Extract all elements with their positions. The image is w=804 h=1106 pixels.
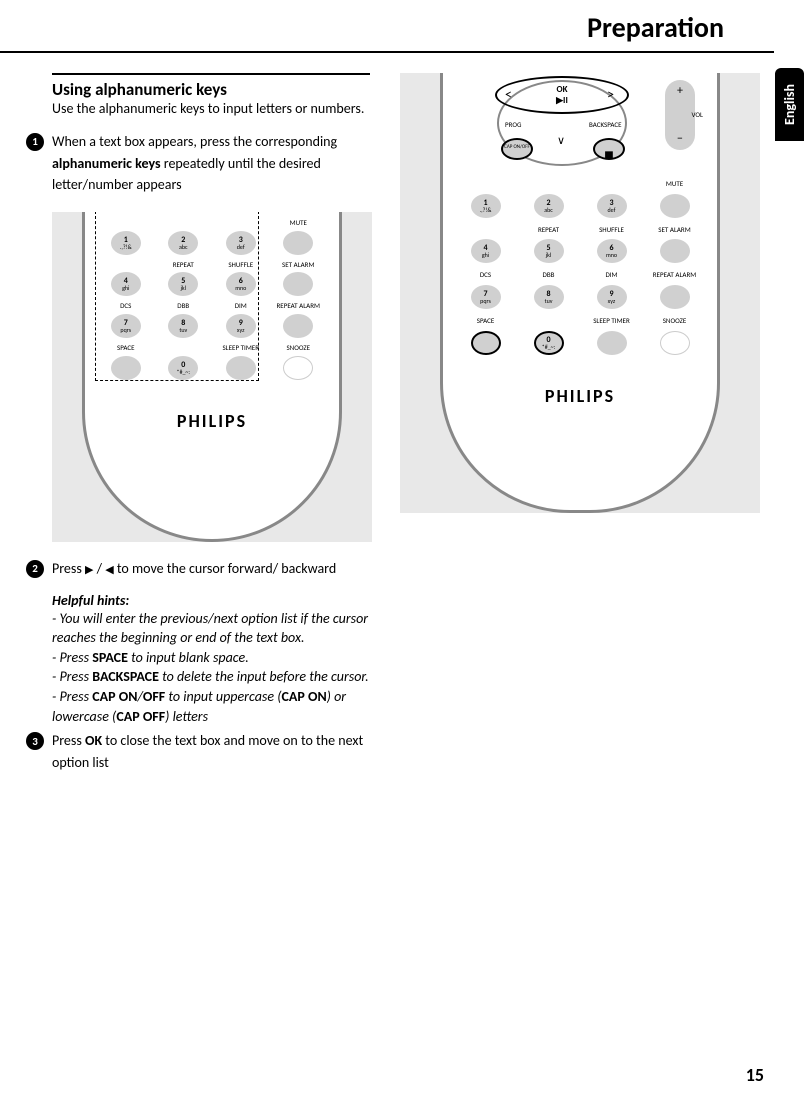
- remote-figure-2: < OK ▶II > ∨ PROG BACKSPACE CAP ON/OFF ■…: [400, 73, 760, 513]
- key-5: 5jkl: [534, 239, 564, 263]
- nav-ok: OK ▶II: [539, 84, 585, 106]
- dim-label-2: DIM: [583, 269, 640, 279]
- stop-key-highlight: ■: [593, 138, 625, 160]
- blank-key: [660, 194, 690, 218]
- section-intro: Use the alphanumeric keys to input lette…: [52, 100, 370, 119]
- key-7: 7pqrs: [471, 285, 501, 309]
- repeatalarm-label-2: REPEAT ALARM: [646, 269, 703, 279]
- prog-label: PROG: [505, 120, 521, 129]
- mute-label-2: MUTE: [646, 178, 703, 188]
- key-9: 9xyz: [597, 285, 627, 309]
- keypad-highlight-box: [95, 212, 259, 381]
- mute-label: MUTE: [272, 217, 326, 227]
- nav-cluster: < OK ▶II > ∨ PROG BACKSPACE CAP ON/OFF ■…: [457, 80, 703, 170]
- step-3-text: Press OK to close the text box and move …: [52, 730, 370, 773]
- repeat-label-2: REPEAT: [520, 224, 577, 234]
- snooze-key: [660, 331, 690, 355]
- section-title: Using alphanumeric keys: [52, 73, 370, 100]
- repeatalarm-label: REPEAT ALARM: [272, 300, 326, 310]
- blank-key: [660, 285, 690, 309]
- sleep-key: [597, 331, 627, 355]
- blank-key: [283, 272, 313, 296]
- step-2: 2 Press ▶ / ◀ to move the cursor forward…: [30, 558, 370, 580]
- hints-body: - You will enter the previous/next optio…: [52, 609, 370, 727]
- nav-left-icon: <: [505, 86, 512, 103]
- key-1: 1.,?!&: [471, 194, 501, 218]
- step-2-text: Press ▶ / ◀ to move the cursor forward/ …: [52, 558, 370, 580]
- key-3: 3def: [597, 194, 627, 218]
- backspace-label: BACKSPACE: [589, 120, 622, 129]
- language-tab: English: [775, 68, 804, 141]
- shuffle-label-2: SHUFFLE: [583, 224, 640, 234]
- key-2: 2abc: [534, 194, 564, 218]
- dcs-label-2: DCS: [457, 269, 514, 279]
- snooze-label: SNOOZE: [272, 342, 326, 352]
- cap-key-highlight: CAP ON/OFF: [501, 138, 533, 160]
- setalarm-label-2: SET ALARM: [646, 224, 703, 234]
- step-3-num: 3: [26, 732, 44, 750]
- step-1-text: When a text box appears, press the corre…: [52, 131, 370, 196]
- page-number: 15: [746, 1064, 764, 1086]
- sleeptimer-label-2: SLEEP TIMER: [583, 315, 640, 325]
- step-3: 3 Press OK to close the text box and mov…: [30, 730, 370, 773]
- step-1: 1 When a text box appears, press the cor…: [30, 131, 370, 196]
- space-key-highlight: [471, 331, 501, 355]
- nav-down-icon: ∨: [557, 134, 565, 147]
- page-header: Preparation: [0, 0, 774, 53]
- key-6: 6mno: [597, 239, 627, 263]
- snooze-label-2: SNOOZE: [646, 315, 703, 325]
- brand-logo: PHILIPS: [99, 410, 325, 432]
- nav-right-icon: >: [607, 86, 614, 103]
- space-label-2: SPACE: [457, 315, 514, 325]
- snooze-key: [283, 356, 313, 380]
- brand-logo-2: PHILIPS: [457, 385, 703, 407]
- remote-figure-1: MUTE 1.,?!& 2abc 3def REPEAT SHUFFLE SET…: [52, 212, 372, 542]
- hints-title: Helpful hints:: [52, 592, 370, 609]
- vol-label: VOL: [692, 110, 703, 119]
- key-0-highlight: 0*#_~:: [534, 331, 564, 355]
- blank-key: [660, 239, 690, 263]
- step-2-num: 2: [26, 560, 44, 578]
- setalarm-label: SET ALARM: [272, 259, 326, 269]
- vol-key: +−: [665, 80, 695, 150]
- blank-key: [283, 231, 313, 255]
- key-4: 4ghi: [471, 239, 501, 263]
- step-1-num: 1: [26, 133, 44, 151]
- blank-key: [283, 314, 313, 338]
- key-8: 8tuv: [534, 285, 564, 309]
- dbb-label-2: DBB: [520, 269, 577, 279]
